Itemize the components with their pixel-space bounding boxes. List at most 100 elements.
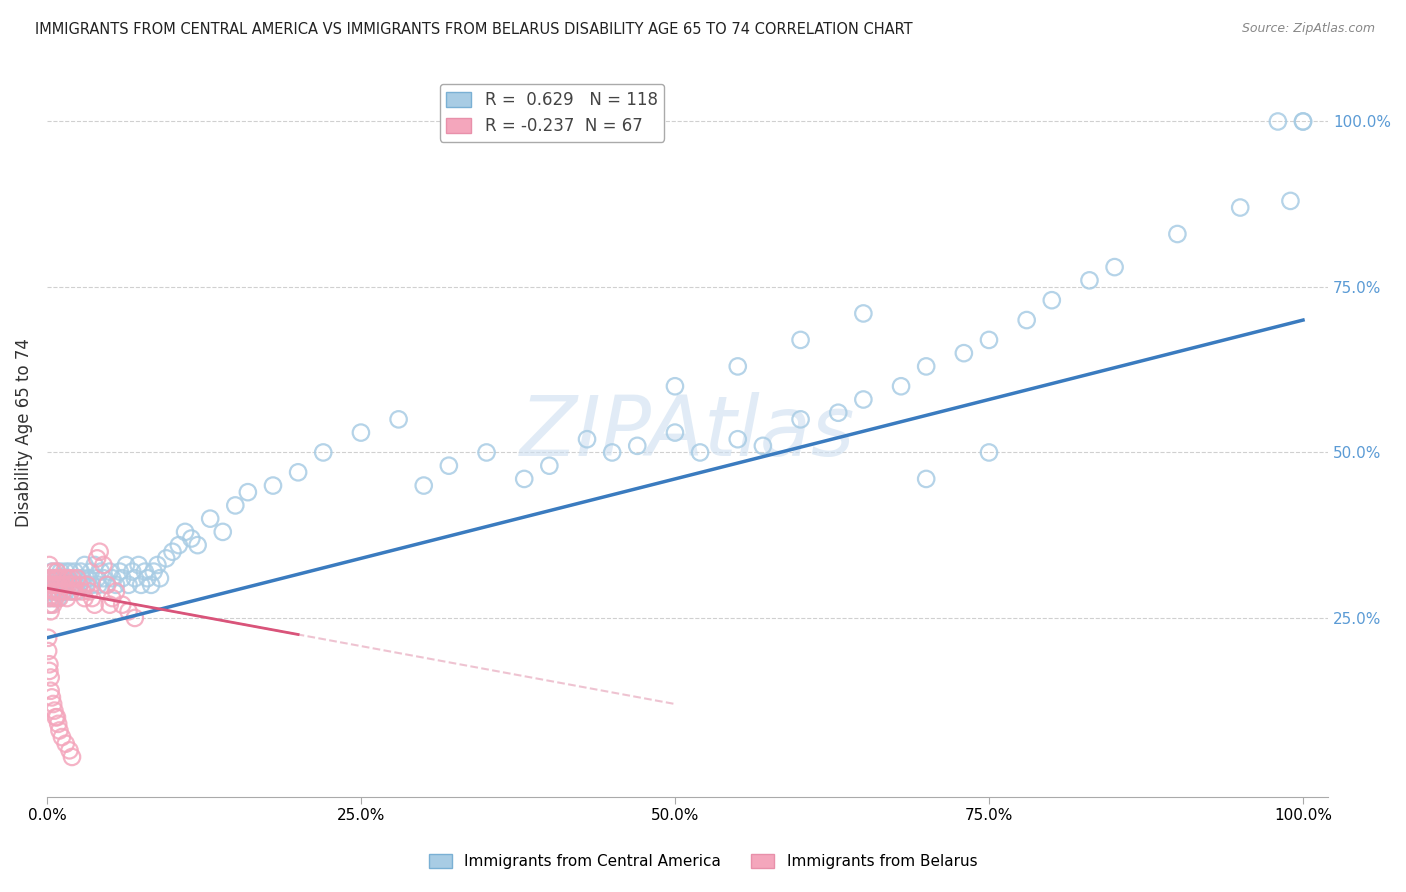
Point	[69, 578, 91, 592]
Point	[576, 432, 599, 446]
Point	[55, 584, 77, 599]
Point	[51, 578, 73, 592]
Point	[89, 545, 111, 559]
Point	[852, 306, 875, 320]
Point	[174, 524, 197, 539]
Point	[46, 571, 69, 585]
Point	[312, 445, 335, 459]
Point	[915, 359, 938, 374]
Point	[124, 571, 146, 585]
Point	[48, 578, 70, 592]
Point	[48, 584, 70, 599]
Point	[42, 571, 65, 585]
Point	[129, 578, 152, 592]
Point	[626, 439, 648, 453]
Point	[121, 565, 143, 579]
Point	[86, 551, 108, 566]
Point	[1267, 114, 1289, 128]
Point	[42, 565, 65, 579]
Point	[45, 565, 67, 579]
Point	[513, 472, 536, 486]
Point	[39, 571, 62, 585]
Point	[890, 379, 912, 393]
Point	[46, 591, 69, 606]
Point	[67, 571, 90, 585]
Point	[38, 664, 60, 678]
Point	[162, 545, 184, 559]
Point	[41, 571, 63, 585]
Point	[45, 710, 67, 724]
Point	[108, 565, 131, 579]
Point	[60, 578, 83, 592]
Point	[45, 571, 67, 585]
Point	[51, 578, 73, 592]
Point	[350, 425, 373, 440]
Point	[58, 578, 80, 592]
Point	[42, 598, 65, 612]
Point	[87, 578, 110, 592]
Point	[136, 571, 159, 585]
Point	[69, 565, 91, 579]
Point	[83, 558, 105, 572]
Point	[73, 591, 96, 606]
Point	[56, 571, 79, 585]
Point	[83, 598, 105, 612]
Point	[90, 565, 112, 579]
Point	[187, 538, 209, 552]
Point	[82, 578, 104, 592]
Text: IMMIGRANTS FROM CENTRAL AMERICA VS IMMIGRANTS FROM BELARUS DISABILITY AGE 65 TO : IMMIGRANTS FROM CENTRAL AMERICA VS IMMIG…	[35, 22, 912, 37]
Point	[852, 392, 875, 407]
Point	[52, 584, 75, 599]
Point	[37, 631, 59, 645]
Point	[39, 604, 62, 618]
Point	[45, 578, 67, 592]
Point	[58, 743, 80, 757]
Point	[70, 571, 93, 585]
Point	[1078, 273, 1101, 287]
Point	[44, 578, 66, 592]
Point	[42, 584, 65, 599]
Point	[953, 346, 976, 360]
Point	[287, 466, 309, 480]
Point	[55, 737, 77, 751]
Point	[86, 571, 108, 585]
Point	[98, 565, 121, 579]
Point	[115, 558, 138, 572]
Legend: Immigrants from Central America, Immigrants from Belarus: Immigrants from Central America, Immigra…	[423, 848, 983, 875]
Point	[111, 598, 134, 612]
Point	[1040, 293, 1063, 308]
Point	[38, 558, 60, 572]
Point	[104, 584, 127, 599]
Point	[437, 458, 460, 473]
Point	[388, 412, 411, 426]
Point	[48, 578, 70, 592]
Point	[52, 584, 75, 599]
Point	[58, 565, 80, 579]
Point	[77, 571, 100, 585]
Point	[37, 591, 59, 606]
Point	[93, 558, 115, 572]
Point	[117, 578, 139, 592]
Point	[66, 571, 89, 585]
Point	[51, 730, 73, 744]
Point	[44, 704, 66, 718]
Point	[62, 571, 84, 585]
Point	[63, 565, 86, 579]
Point	[63, 584, 86, 599]
Point	[62, 578, 84, 592]
Point	[1279, 194, 1302, 208]
Point	[39, 578, 62, 592]
Point	[1104, 260, 1126, 274]
Point	[167, 538, 190, 552]
Point	[69, 578, 91, 592]
Point	[111, 571, 134, 585]
Legend: R =  0.629   N = 118, R = -0.237  N = 67: R = 0.629 N = 118, R = -0.237 N = 67	[440, 84, 664, 142]
Point	[41, 591, 63, 606]
Point	[44, 584, 66, 599]
Point	[45, 571, 67, 585]
Point	[37, 584, 59, 599]
Point	[39, 598, 62, 612]
Point	[59, 584, 82, 599]
Point	[155, 551, 177, 566]
Point	[53, 571, 76, 585]
